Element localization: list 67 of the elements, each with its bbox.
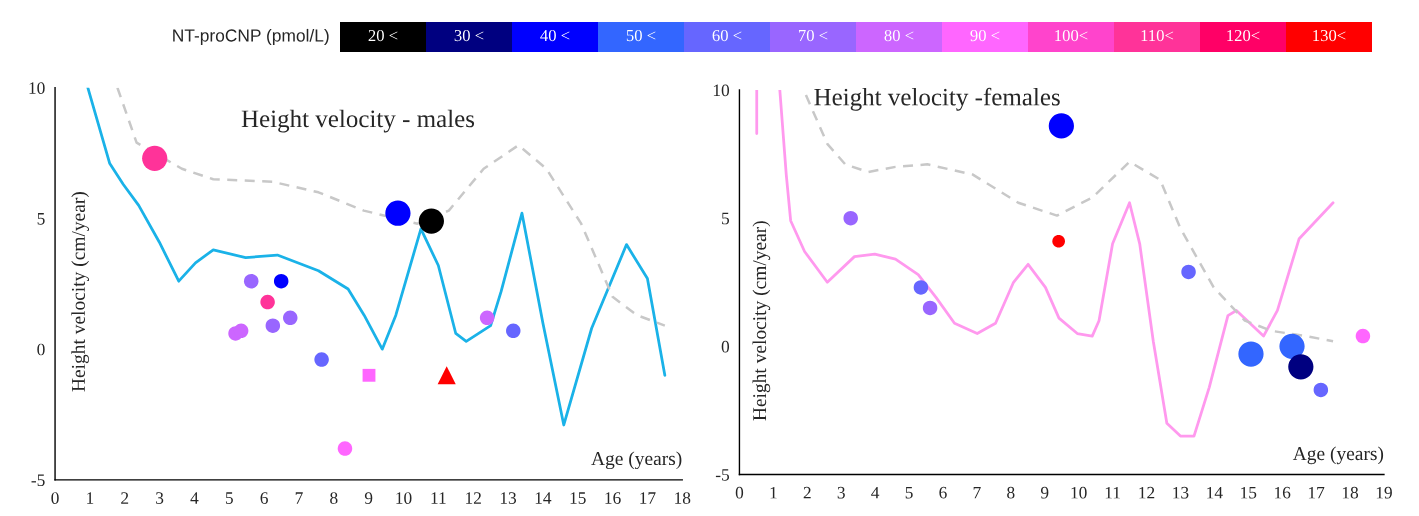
- x-tick-label: 6: [260, 492, 268, 504]
- x-tick-label: 15: [1241, 486, 1257, 499]
- chart-title: Height velocity -females: [814, 87, 1060, 111]
- category-label: 80 <: [884, 29, 914, 42]
- x-tick-label: 16: [1275, 486, 1291, 499]
- y-axis-title: Height velocity (cm/year): [71, 192, 89, 392]
- line-series: [116, 87, 667, 327]
- y-tick-label: 10: [713, 84, 730, 97]
- x-tick-label: 11: [431, 492, 446, 504]
- category-label: 90 <: [970, 29, 1000, 42]
- x-axis-title: Age (years): [1292, 446, 1384, 465]
- x-tick-label: 10: [1071, 486, 1087, 499]
- category-label: 40 <: [540, 29, 570, 42]
- y-axis-title: Height velocity (cm/year): [752, 221, 771, 421]
- x-tick-label: 2: [803, 486, 811, 499]
- x-axis-title: Age (years): [591, 451, 682, 470]
- x-tick-label: 4: [871, 486, 880, 499]
- category-label: 130<: [1313, 29, 1346, 42]
- y-tick-label: 5: [722, 212, 730, 225]
- x-tick-label: 3: [156, 492, 164, 504]
- x-tick-label: 3: [837, 486, 845, 499]
- x-tick-label: 0: [735, 486, 744, 499]
- x-tick-label: 5: [225, 492, 233, 504]
- y-tick-label: 0: [37, 343, 45, 356]
- x-tick-label: 7: [295, 492, 303, 504]
- x-tick-label: 18: [675, 492, 691, 504]
- y-tick-label: 0: [721, 340, 730, 353]
- y-tick-label: 10: [29, 82, 45, 94]
- x-tick-label: 16: [605, 492, 621, 504]
- x-tick-label: 10: [396, 492, 412, 504]
- x-tick-label: 13: [500, 492, 517, 504]
- x-tick-label: 7: [973, 487, 981, 499]
- x-tick-label: 6: [939, 486, 947, 499]
- x-tick-label: 12: [466, 492, 481, 504]
- x-tick-label: 17: [1308, 486, 1325, 499]
- category-label: 20 <: [368, 29, 398, 42]
- x-tick-label: 1: [770, 486, 777, 499]
- x-tick-label: 5: [905, 487, 913, 499]
- category-label: 70 <: [798, 29, 828, 42]
- x-tick-label: 4: [190, 492, 199, 504]
- x-tick-label: 14: [1207, 486, 1223, 499]
- category-label: 120<: [1227, 29, 1260, 42]
- x-tick-label: 8: [330, 492, 338, 504]
- category-label: 100<: [1055, 29, 1088, 42]
- x-tick-label: 12: [1139, 486, 1155, 499]
- x-tick-label: 9: [364, 492, 373, 504]
- x-tick-label: 1: [87, 492, 94, 504]
- x-tick-label: 17: [640, 492, 656, 504]
- y-tick-label: -5: [715, 469, 730, 481]
- x-tick-label: 9: [1040, 486, 1049, 499]
- y-tick-label: 5: [37, 213, 45, 225]
- x-tick-label: 2: [121, 492, 129, 504]
- category-label: 110<: [1141, 29, 1174, 42]
- x-tick-label: 13: [1173, 486, 1189, 499]
- category-label: 30 <: [454, 29, 484, 42]
- x-tick-label: 15: [570, 492, 586, 504]
- text: NT-proCNP (pmol/L): [173, 28, 329, 46]
- x-tick-label: 18: [1342, 486, 1359, 499]
- category-label: 60 <: [712, 29, 742, 42]
- x-tick-label: 11: [1105, 486, 1120, 499]
- x-tick-label: 14: [535, 492, 552, 504]
- category-label: 50 <: [626, 29, 656, 42]
- x-tick-label: 0: [51, 492, 59, 504]
- x-tick-label: 8: [1007, 486, 1015, 499]
- text: Height velocity - males: [241, 109, 475, 133]
- y-tick-label: -5: [31, 474, 45, 487]
- x-tick-label: 19: [1376, 486, 1392, 499]
